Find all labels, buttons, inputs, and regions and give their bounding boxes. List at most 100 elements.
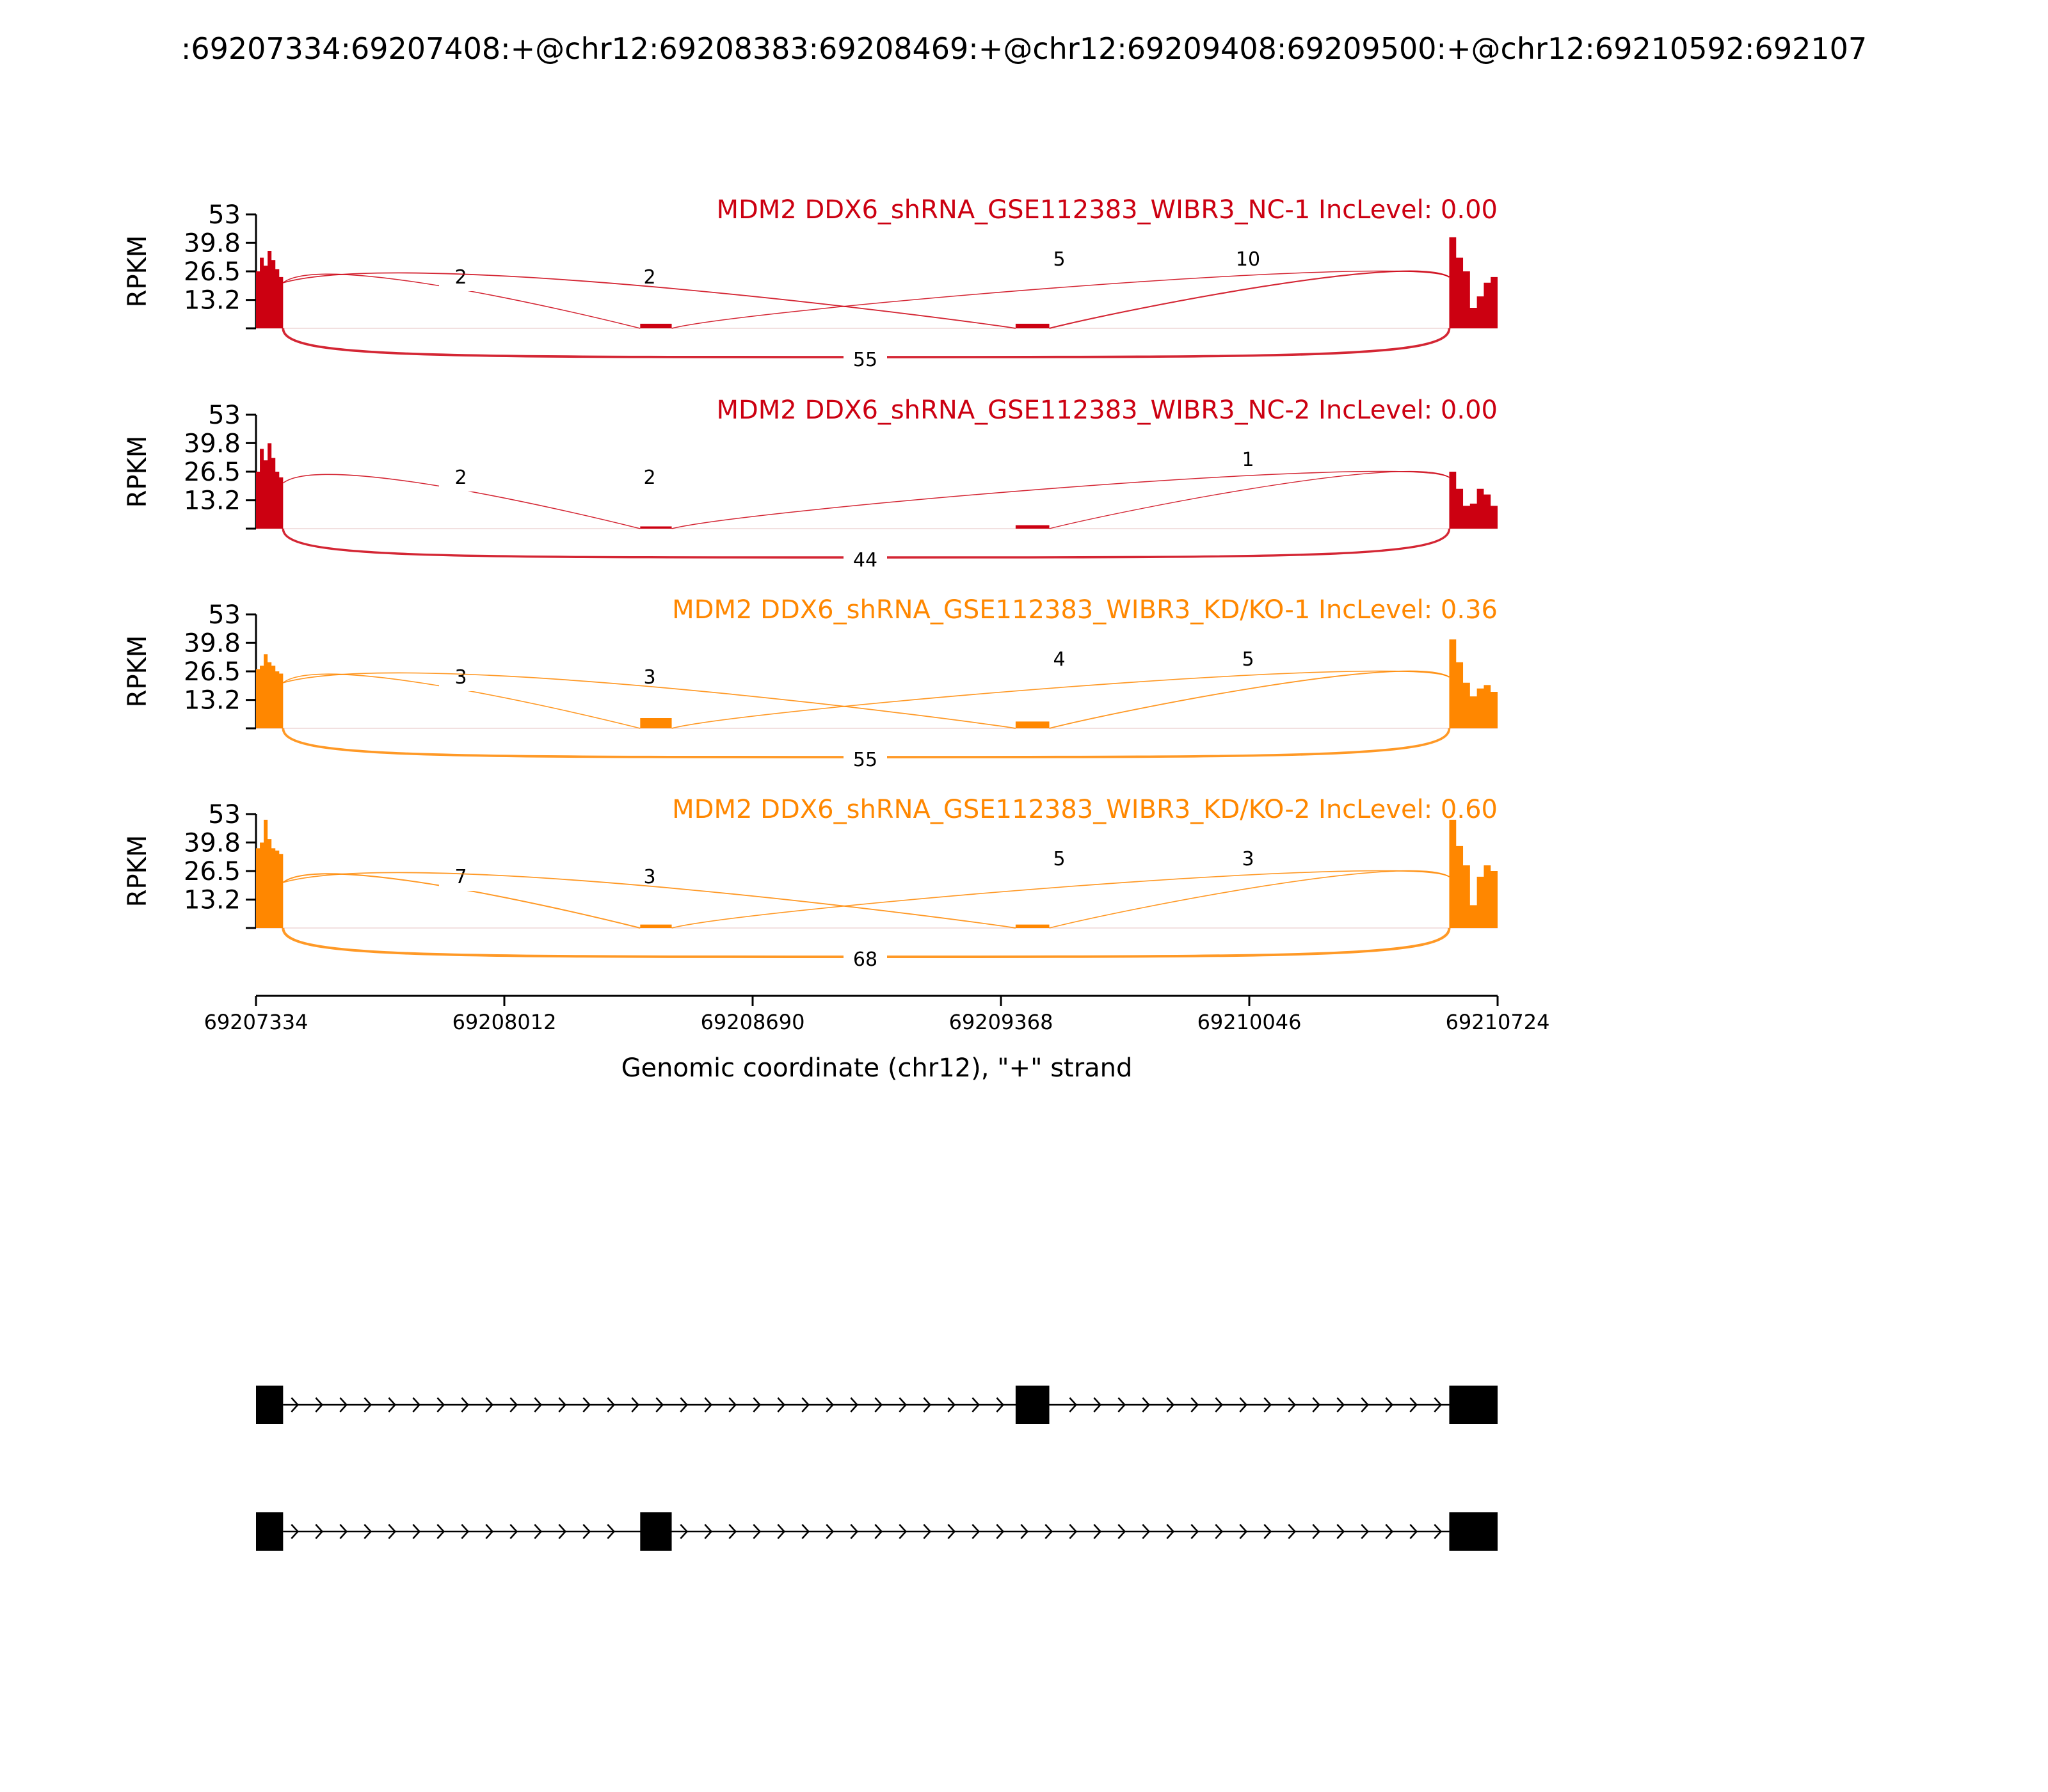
strand-arrow [315,1524,324,1539]
y-tick-label: 26.5 [184,857,241,886]
strand-arrow [582,1524,591,1539]
strand-arrow [996,1397,1005,1412]
y-tick-label: 26.5 [184,257,241,287]
exon-block [256,1386,284,1424]
strand-arrow [1336,1397,1345,1412]
strand-arrow [558,1524,567,1539]
strand-arrow [1312,1524,1321,1539]
strand-arrow [850,1524,859,1539]
coverage-e1 [256,819,284,928]
strand-arrow [607,1397,616,1412]
x-tick-label: 69208690 [701,1010,805,1034]
strand-arrow [655,1397,664,1412]
track-label: MDM2 DDX6_shRNA_GSE112383_WIBR3_NC-2 Inc… [716,396,1498,425]
strand-arrow [1239,1397,1248,1412]
strand-arrow [728,1397,737,1412]
coverage-e1 [256,443,284,529]
strand-arrow [558,1397,567,1412]
x-tick-label: 69210046 [1197,1010,1302,1034]
y-tick-label: 13.2 [184,286,241,316]
strand-arrow [1117,1524,1126,1539]
x-tick-label: 69210724 [1446,1010,1550,1034]
junction-label-bg [1226,246,1270,273]
strand-arrow [1409,1524,1418,1539]
junction-label-bg [844,947,887,973]
strand-arrow [899,1524,908,1539]
strand-arrow [972,1397,980,1412]
track-label: MDM2 DDX6_shRNA_GSE112383_WIBR3_NC-1 Inc… [716,195,1498,225]
strand-arrow [1361,1524,1370,1539]
strand-arrow [704,1524,713,1539]
strand-arrow [364,1397,372,1412]
strand-arrow [436,1397,445,1412]
strand-arrow [291,1397,300,1412]
y-axis-title: RPKM [123,436,152,508]
strand-arrow [1263,1397,1272,1412]
strand-arrow [509,1397,518,1412]
junction-arc-e3-e4 [1049,470,1450,529]
junction-count-e2-e4: 2 [643,467,655,489]
coverage-e2 [640,323,672,328]
exon-block [1449,1512,1498,1551]
y-tick-label: 53 [208,401,241,430]
junction-count-e2-e4: 3 [643,866,655,888]
strand-arrow [534,1524,543,1539]
strand-arrow [923,1524,932,1539]
isoform-models [256,1386,1498,1551]
coverage-e4 [1449,819,1498,928]
strand-arrow [850,1397,859,1412]
junction-count-e3-e4: 1 [1242,449,1254,471]
junction-arc-e3-e4 [1049,870,1450,929]
strand-arrow [923,1397,932,1412]
junction-label-bg [844,747,887,774]
track-label: MDM2 DDX6_shRNA_GSE112383_WIBR3_KD/KO-1 … [672,595,1498,625]
junction-label-bg [439,465,483,492]
strand-arrow [485,1524,494,1539]
x-tick-label: 69209368 [949,1010,1053,1034]
strand-arrow [1117,1397,1126,1412]
strand-arrow [607,1524,616,1539]
strand-arrow [801,1397,810,1412]
strand-arrow [1093,1397,1102,1412]
strand-arrow [461,1524,470,1539]
strand-arrow [1142,1397,1151,1412]
strand-arrow [461,1397,470,1412]
junction-label-bg [1226,447,1270,474]
coverage-e2 [640,717,672,728]
y-tick-label: 53 [208,200,241,230]
x-axis: 69207334 69208012 69208690 69209368 69210046… [204,995,1550,1034]
junction-arc-e3-e4 [1049,670,1450,729]
strand-arrow [728,1524,737,1539]
coverage-e3 [1015,323,1050,328]
junction-label-bg [439,264,483,291]
junction-count-e2-e4: 2 [643,266,655,289]
strand-arrow [680,1524,689,1539]
strand-arrow [1166,1524,1175,1539]
junction-count-e2-e4: 3 [643,666,655,689]
coverage-e4 [1449,237,1498,328]
strand-arrow [1069,1524,1078,1539]
junction-count-e1-e3: 5 [1053,848,1065,870]
strand-arrow [826,1397,835,1412]
junction-label-bg [1226,846,1270,873]
x-axis-title: Genomic coordinate (chr12), "+" strand [621,1053,1133,1083]
junction-count-e1-e2: 7 [454,866,467,888]
strand-arrow [947,1397,956,1412]
strand-arrow [534,1397,543,1412]
y-tick-label: 13.2 [184,486,241,516]
y-tick-label: 13.2 [184,686,241,716]
strand-arrow [1215,1397,1224,1412]
junction-count-e1-e2: 3 [454,666,467,689]
figure-title: :69207334:69207408:+@chr12:69208383:6920… [181,31,1867,66]
junction-arc-e1-e3 [283,872,1016,929]
strand-arrow [874,1524,883,1539]
y-tick-label: 53 [208,800,241,829]
y-tick-label: 39.8 [184,828,241,858]
strand-arrow [339,1397,348,1412]
junction-count-e1-e2: 2 [454,266,467,289]
strand-arrow [874,1397,883,1412]
y-tick-label: 39.8 [184,429,241,458]
